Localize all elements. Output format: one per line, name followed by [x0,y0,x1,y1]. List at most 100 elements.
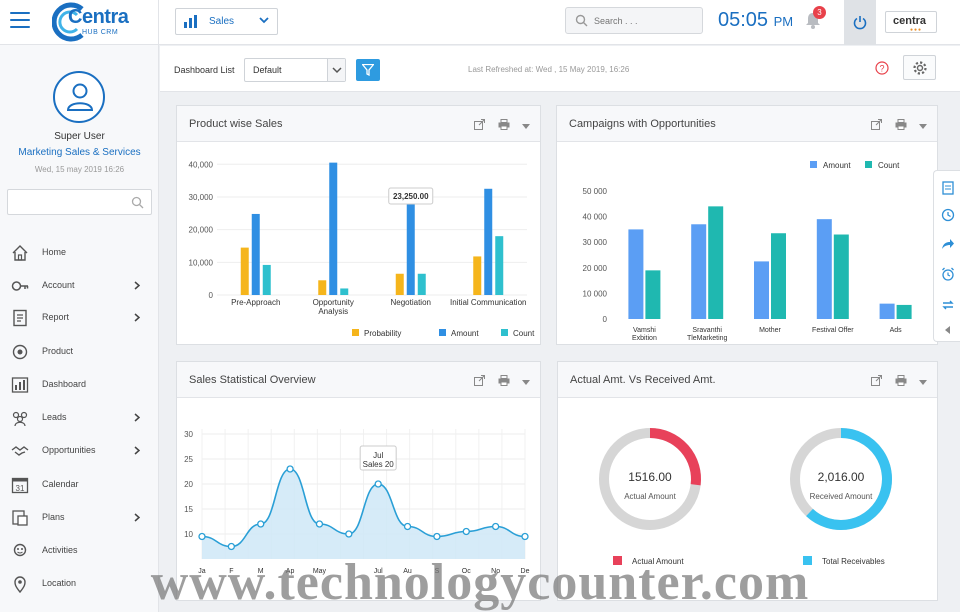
sidebar-item-location[interactable]: Location [0,570,159,598]
filter-button[interactable] [356,59,380,81]
panel-tools [465,118,530,133]
y-tick-label: 40 000 [583,213,608,222]
brand-badge-text: centra [893,15,927,27]
bar [473,256,482,295]
data-point [257,520,265,528]
sidebar-item-calendar[interactable]: 31 Calendar [0,471,159,499]
sidebar-item-dashboard[interactable]: Dashboard [0,371,159,399]
dashboard-select-toggle[interactable] [327,59,345,81]
notes-icon[interactable] [941,181,955,195]
bar [395,273,404,295]
sidebar-item-label: Home [42,247,67,257]
module-select[interactable]: Sales [175,8,278,35]
bar [771,233,786,319]
open-external-icon[interactable] [474,374,486,389]
bar [645,270,661,319]
chevron-down-icon[interactable] [919,375,927,389]
panel-actual-vs-received: Actual Amt. Vs Received Amt. 1516.00 Actu… [557,361,938,601]
sidebar-item-account[interactable]: Account [0,272,159,300]
sidebar-item-label: Activities [42,545,78,555]
power-button[interactable] [844,0,876,45]
open-external-icon[interactable] [871,118,883,133]
dashboard-select[interactable]: Default [244,58,346,82]
sync-icon[interactable] [941,298,955,312]
sidebar-item-home[interactable]: Home [0,239,159,267]
home-icon [12,245,28,261]
panel-header: Actual Amt. Vs Received Amt. [558,362,937,398]
bar [628,229,644,319]
legend-label: Count [878,161,900,170]
bar [879,303,895,319]
history-icon[interactable] [941,208,955,222]
print-icon[interactable] [498,374,510,389]
divider [158,0,159,45]
sidebar-item-plans[interactable]: Plans [0,504,159,532]
filter-icon [362,64,374,76]
chevron-down-icon[interactable] [522,119,530,133]
sidebar-item-opportunities[interactable]: Opportunities [0,437,159,465]
search-icon [575,14,588,27]
y-tick-label: 30 [184,430,193,439]
sidebar-search[interactable] [7,189,152,215]
logo[interactable]: Centra HUB CRM [52,2,132,42]
key-icon [11,281,29,291]
y-tick-label: 0 [209,291,214,300]
panel-title: Actual Amt. Vs Received Amt. [570,374,716,386]
open-external-icon[interactable] [474,118,486,133]
sidebar-search-input[interactable] [13,194,123,210]
panel-tools [862,374,927,389]
y-tick-label: 30 000 [583,238,608,247]
settings-button[interactable] [903,55,936,80]
dashboard-list-label: Dashboard List [174,65,235,75]
sidebar-item-product[interactable]: Product [0,338,159,366]
x-tick-label: Sravanthi [692,327,722,334]
user-date: Wed, 15 may 2019 16:26 [34,165,125,174]
bar [495,236,504,295]
panel-title: Sales Statistical Overview [189,374,316,386]
bar [691,224,707,319]
chevron-down-icon[interactable] [522,375,530,389]
print-icon[interactable] [895,374,907,389]
search-input[interactable] [594,13,694,29]
print-icon[interactable] [498,118,510,133]
x-tick-label: Au [403,568,412,575]
hamburger-icon[interactable] [10,12,30,30]
bar [406,204,415,295]
gear-icon [913,61,927,75]
x-tick-label: May [313,568,327,575]
search-icon[interactable] [131,196,144,209]
data-point [345,530,353,538]
chart-product-wise-sales: 0 10,000 20,000 30,000 40,000 Pre-Approach Opp… [189,160,536,338]
x-tick-label: No [491,568,500,575]
alarm-icon[interactable] [941,267,955,281]
top-bar: Centra HUB CRM Sales 05:05 PM 3 centra ●… [0,0,960,45]
sidebar-item-label: Product [42,346,74,356]
collapse-left-icon[interactable] [941,323,955,337]
search-box[interactable] [565,7,703,34]
x-tick-label: Negotiation [391,298,431,307]
legend-label: Actual Amount [632,557,684,566]
tooltip-text: 23,250.00 [393,192,429,201]
donut-value: 2,016.00 [818,470,865,484]
sidebar-item-activities[interactable]: Activities [0,537,159,565]
svg-text:?: ? [879,64,884,74]
data-point [521,532,529,541]
avatar[interactable] [53,71,105,123]
donut-arc [649,428,701,486]
print-icon[interactable] [895,118,907,133]
sidebar-item-label: Plans [42,512,65,522]
sidebar-item-leads[interactable]: Leads [0,404,159,432]
help-icon[interactable]: ? [875,61,889,75]
chevron-down-icon[interactable] [919,119,927,133]
user-role[interactable]: Marketing Sales & Services [18,147,141,158]
legend-label: Amount [823,161,851,170]
panel-tools [862,118,927,133]
share-icon[interactable] [941,237,955,251]
activities-icon [13,543,27,557]
data-point [198,532,206,541]
sidebar-item-report[interactable]: Report [0,304,159,332]
x-tick-label: Ap [286,568,295,575]
open-external-icon[interactable] [871,374,883,389]
x-tick-label: Ja [198,568,206,575]
